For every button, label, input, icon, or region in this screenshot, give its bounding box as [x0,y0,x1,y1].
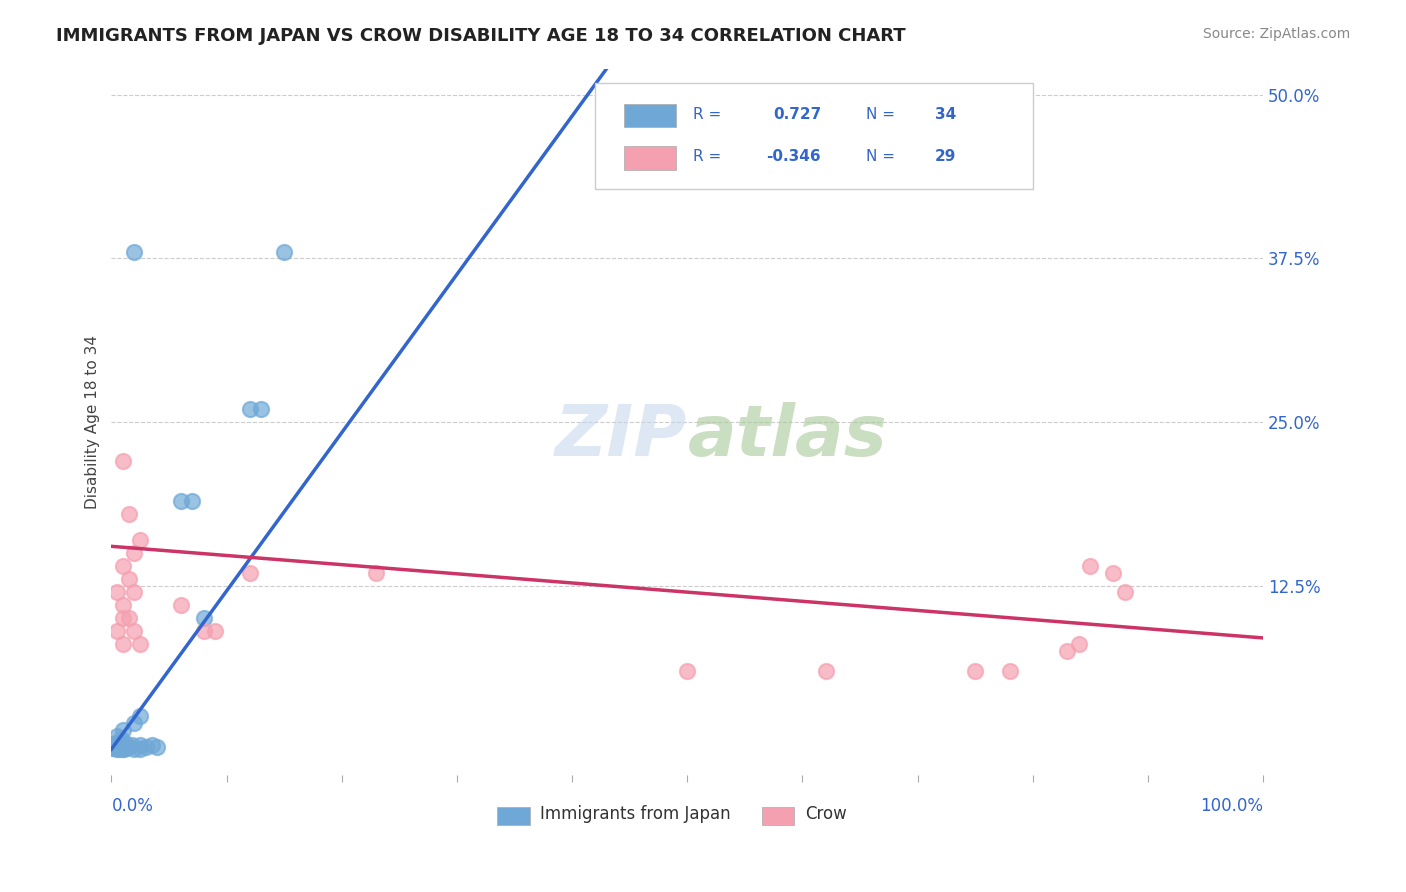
Point [204,624,226,639]
Text: N =: N = [866,107,894,122]
Point [129,739,152,753]
Point [115,740,138,755]
Point [273,244,295,259]
Text: -0.346: -0.346 [766,149,820,164]
Point [814,664,837,678]
Point [124,244,146,259]
Point [676,664,699,678]
Point [129,638,152,652]
Text: Source: ZipAtlas.com: Source: ZipAtlas.com [1202,27,1350,41]
Point [103,739,125,753]
Y-axis label: Disability Age 18 to 34: Disability Age 18 to 34 [86,335,100,509]
Point [181,493,204,508]
Point [104,736,127,750]
Point [110,731,132,746]
Point [1067,638,1090,652]
Point [105,739,128,754]
Point [124,585,146,599]
Text: Crow: Crow [804,805,846,823]
Point [250,401,273,416]
Point [105,585,128,599]
Point [124,716,146,731]
Text: Immigrants from Japan: Immigrants from Japan [540,805,731,823]
Point [111,558,134,573]
Point [118,611,141,625]
Point [998,664,1021,678]
Point [118,739,141,754]
FancyBboxPatch shape [624,146,676,169]
Point [111,742,134,756]
Text: atlas: atlas [688,401,887,471]
Point [114,736,136,750]
Text: ZIP: ZIP [555,401,688,471]
Text: R =: R = [693,107,721,122]
Point [366,566,388,580]
FancyBboxPatch shape [595,83,1033,189]
Point [169,493,191,508]
Point [1102,566,1125,580]
Point [129,533,152,547]
Point [1080,558,1102,573]
FancyBboxPatch shape [498,807,530,825]
Text: IMMIGRANTS FROM JAPAN VS CROW DISABILITY AGE 18 TO 34 CORRELATION CHART: IMMIGRANTS FROM JAPAN VS CROW DISABILITY… [56,27,905,45]
Point [193,624,215,639]
Point [124,742,146,756]
Point [108,742,131,756]
Point [111,723,134,737]
Point [121,739,143,753]
Point [111,611,134,625]
Text: 0.0%: 0.0% [111,797,153,814]
Point [111,454,134,468]
Point [239,401,262,416]
Point [111,638,134,652]
Point [124,624,146,639]
FancyBboxPatch shape [624,103,676,128]
Point [124,546,146,560]
Point [105,729,128,743]
Point [118,507,141,521]
Point [112,742,135,756]
Text: R =: R = [693,149,721,164]
Point [111,739,134,753]
Text: N =: N = [866,149,894,164]
Point [965,664,987,678]
Point [105,742,128,756]
Point [103,740,125,755]
Point [118,572,141,586]
Point [105,624,128,639]
Point [141,739,163,753]
Point [239,566,262,580]
Point [111,599,134,613]
Point [135,739,157,754]
Point [129,742,152,756]
Point [129,709,152,723]
Text: 0.727: 0.727 [773,107,823,122]
Point [193,611,215,625]
FancyBboxPatch shape [762,807,794,825]
Point [104,740,127,755]
Text: 100.0%: 100.0% [1201,797,1263,814]
Point [1056,644,1078,658]
Point [169,599,191,613]
Point [1114,585,1136,599]
Point [146,739,169,754]
Point [101,740,124,755]
Text: 34: 34 [935,107,956,122]
Text: 29: 29 [935,149,956,164]
Point [107,737,129,751]
